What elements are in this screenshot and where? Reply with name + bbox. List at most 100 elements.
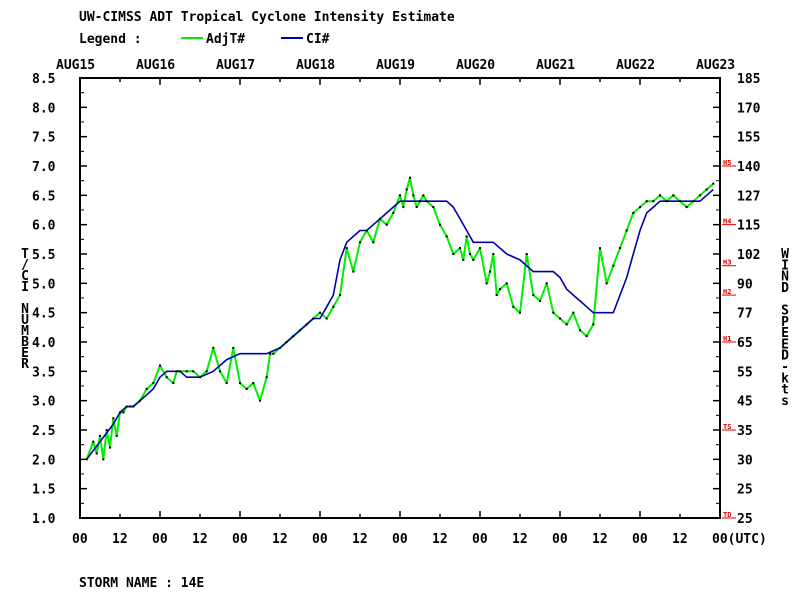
adjt-point [499, 288, 501, 291]
category-marker-label: H3 [723, 259, 731, 267]
adjt-point [112, 417, 115, 420]
y-tick-label-left: 8.5 [32, 72, 55, 87]
axis-title-char: R [21, 357, 29, 372]
adjt-point [422, 194, 425, 197]
y-tick-label-left: 8.0 [32, 101, 56, 116]
legend-label: Legend : [79, 32, 142, 47]
adjt-point [179, 370, 181, 373]
axis-title-char: P [781, 315, 789, 330]
plot-frame [79, 77, 721, 519]
y-tick-label-right: 55 [737, 365, 753, 380]
y-tick-label-right: 102 [737, 248, 760, 263]
adjt-point [692, 200, 695, 203]
y-tick-label-left: 5.0 [32, 277, 56, 292]
category-marker-label: TD [723, 511, 731, 519]
adjt-point [559, 317, 561, 320]
adjt-point [312, 317, 315, 320]
adjt-point [145, 387, 148, 390]
axis-title-char: T [21, 247, 29, 262]
y-tick-label-left: 5.5 [32, 248, 55, 263]
chart-title: UW-CIMSS ADT Tropical Cyclone Intensity … [79, 10, 455, 25]
adjt-point [265, 376, 268, 379]
x-date-label: AUG23 [696, 58, 735, 73]
adjt-point [239, 382, 241, 385]
x-tick-label: 00 [152, 532, 168, 547]
adjt-point [425, 200, 428, 203]
x-tick-label: 12 [512, 532, 528, 547]
adjt-point [402, 206, 405, 209]
axis-title-char: C [21, 269, 29, 284]
x-tick-label: 12 [192, 532, 208, 547]
category-marker-label: H5 [723, 159, 731, 167]
axis-title-char: N [21, 302, 29, 317]
x-date-label: AUG16 [136, 58, 175, 73]
axis-title-char: E [781, 337, 789, 352]
y-tick-label-right: 115 [737, 219, 760, 234]
adjt-point [129, 405, 131, 408]
x-date-label: AUG17 [216, 58, 255, 73]
x-axis-ticks [79, 78, 721, 518]
axis-title-char: N [781, 270, 789, 285]
y-tick-label-left: 2.5 [32, 424, 55, 439]
x-tick-label: 00(UTC) [712, 532, 767, 547]
category-marker-label: TS [723, 423, 731, 431]
adjt-point [632, 211, 635, 214]
y-tick-label-left: 6.0 [32, 219, 56, 234]
adjt-point [452, 253, 455, 255]
adjt-point [489, 270, 491, 273]
adjt-point [152, 382, 155, 385]
y-tick-label-left: 7.5 [32, 131, 55, 146]
adjt-point [279, 346, 281, 349]
x-tick-label: 00 [72, 532, 88, 547]
axis-title-char: M [21, 324, 29, 339]
adjt-point [99, 434, 101, 437]
left-axis-ticks: 1.0 1.5 2.0 2.5 3.0 3.5 4.0 4.5 5.0 5.5 6.0 6.5 7.0 7… [32, 72, 720, 527]
category-markers: TD TS H1 H2 H3 H4 H5 [722, 159, 736, 519]
adjt-point [319, 311, 321, 314]
adjt-point [699, 194, 701, 197]
adjt-point [412, 194, 415, 197]
adjt-point [492, 253, 495, 255]
adjt-point [495, 294, 498, 297]
adjt-point [612, 264, 615, 267]
y-tick-label-right: 77 [737, 307, 753, 322]
adjt-point [172, 382, 175, 385]
axis-title-char: / [21, 258, 29, 273]
x-date-label: AUG15 [56, 58, 95, 73]
adjt-point [432, 206, 435, 209]
adjt-point [365, 229, 368, 232]
x-date-label: AUG18 [296, 58, 335, 73]
adjt-point [652, 200, 655, 203]
adjt-point [639, 206, 641, 209]
adjt-point [572, 311, 575, 314]
adjt-point [105, 429, 108, 431]
adjt-point [115, 434, 118, 437]
adjt-point [225, 382, 228, 385]
adjt-point [122, 411, 125, 414]
adjt-point [459, 247, 461, 250]
adjt-point [485, 282, 488, 285]
y-tick-label-right: 155 [737, 131, 760, 146]
adjt-point [405, 188, 408, 191]
adjt-point [519, 311, 521, 314]
x-tick-label: 00 [472, 532, 488, 547]
x-date-label: AUG19 [376, 58, 415, 73]
x-date-label: AUG22 [616, 58, 655, 73]
x-tick-label: 12 [272, 532, 288, 547]
y-tick-label-left: 7.0 [32, 160, 56, 175]
adjt-point [205, 370, 208, 373]
adjt-point [679, 200, 681, 203]
adjt-point [592, 323, 595, 326]
adjt-point [272, 352, 275, 355]
adjt-point [305, 323, 308, 326]
adjt-point [259, 399, 261, 402]
series-layer [85, 176, 715, 461]
adjt-point [409, 176, 411, 179]
adjt-point [399, 194, 401, 197]
axis-title-char: D [781, 349, 789, 364]
adjt-point [625, 229, 628, 232]
adjt-point [139, 399, 141, 402]
adjt-point [705, 188, 708, 191]
